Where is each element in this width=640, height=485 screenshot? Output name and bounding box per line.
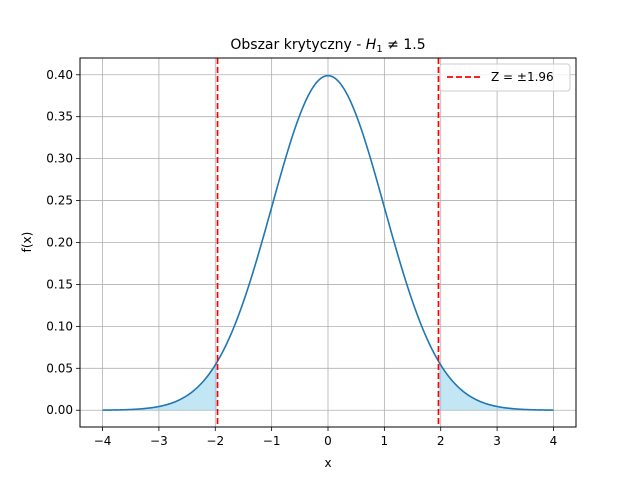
y-tick-label: 0.15 xyxy=(46,277,73,291)
y-tick-label: 0.00 xyxy=(46,403,73,417)
x-axis-label: x xyxy=(324,456,331,470)
x-tick-label: −2 xyxy=(206,434,224,448)
y-tick-label: 0.25 xyxy=(46,194,73,208)
legend-label-critical-value: Z = ±1.96 xyxy=(491,70,554,84)
legend: Z = ±1.96 xyxy=(439,63,571,92)
y-tick-label: 0.20 xyxy=(46,236,73,250)
chart-title-prefix: Obszar krytyczny - xyxy=(230,37,365,53)
x-tick-label: 0 xyxy=(324,434,332,448)
chart-title-variable: H xyxy=(366,37,377,53)
y-tick-label: 0.10 xyxy=(46,319,73,333)
density-curve xyxy=(102,74,554,411)
x-tick-label: −1 xyxy=(263,434,281,448)
x-tick-label: −3 xyxy=(150,434,168,448)
density-curve-layer xyxy=(102,74,554,411)
chart-title: Obszar krytyczny - H1 ≠ 1.5 xyxy=(230,37,425,55)
y-tick-label: 0.40 xyxy=(46,68,73,82)
critical-value-lines xyxy=(216,58,440,427)
y-axis-ticks: 0.00 0.05 0.10 0.15 0.20 0.25 0.30 0.35 0.40 xyxy=(46,68,80,417)
x-tick-label: 2 xyxy=(437,434,445,448)
y-axis-label: f(x) xyxy=(20,232,34,253)
critical-region-fills xyxy=(102,361,554,411)
x-tick-label: 3 xyxy=(493,434,501,448)
y-tick-label: 0.30 xyxy=(46,152,73,166)
y-tick-label: 0.35 xyxy=(46,110,73,124)
legend-box xyxy=(439,63,571,92)
x-tick-label: 4 xyxy=(550,434,558,448)
y-tick-label: 0.05 xyxy=(46,361,73,375)
critical-region-fill xyxy=(438,361,554,411)
x-tick-label: −4 xyxy=(94,434,112,448)
x-axis-ticks: −4 −3 −2 −1 0 1 2 3 4 xyxy=(94,427,558,448)
x-tick-label: 1 xyxy=(381,434,389,448)
chart-title-subscript: 1 xyxy=(376,44,382,55)
chart-title-suffix: ≠ 1.5 xyxy=(383,37,426,53)
critical-region-fill xyxy=(102,361,218,411)
